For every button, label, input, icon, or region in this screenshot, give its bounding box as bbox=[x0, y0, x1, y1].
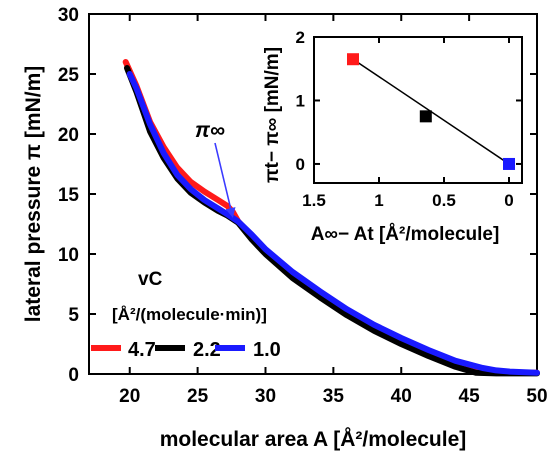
main-x-tick-label: 50 bbox=[526, 386, 547, 407]
main-x-axis-title: molecular area A [Å²/molecule] bbox=[160, 427, 467, 451]
main-x-ticks: 20 25 30 35 40 45 50 bbox=[119, 14, 548, 407]
legend-label-4-7: 4.7 bbox=[128, 339, 156, 361]
inset-chart: 1.5 1 0.5 0 0 1 2 A∞− At [Å²/molecule] πt− π∞… bbox=[262, 28, 523, 245]
legend-title: vC bbox=[138, 269, 163, 290]
main-y-tick-label: 5 bbox=[68, 305, 79, 326]
main-x-tick-label: 45 bbox=[459, 386, 481, 407]
inset-y-axis-title: πt− π∞ [mN/m] bbox=[262, 47, 283, 183]
inset-y-tick-label: 2 bbox=[296, 28, 305, 47]
inset-x-tick-label: 0.5 bbox=[432, 191, 456, 210]
legend-label-1-0: 1.0 bbox=[253, 339, 281, 361]
main-x-tick-label: 20 bbox=[119, 386, 140, 407]
inset-x-tick-label: 1 bbox=[374, 191, 383, 210]
series-line-1-0 bbox=[126, 71, 540, 376]
inset-point-1 bbox=[419, 110, 432, 123]
inset-x-ticks: 1.5 1 0.5 0 bbox=[302, 37, 514, 210]
main-y-tick-label: 10 bbox=[58, 245, 79, 266]
legend: vC [Å²/(molecule·min)] 4.7 2.2 1.0 bbox=[91, 269, 281, 361]
inset-x-tick-label: 0 bbox=[504, 191, 513, 210]
inset-point-2 bbox=[503, 157, 515, 170]
inset-series-group bbox=[347, 53, 515, 170]
main-series-group bbox=[122, 59, 540, 377]
main-x-tick-label: 40 bbox=[391, 386, 412, 407]
legend-subtitle: [Å²/(molecule·min)] bbox=[112, 305, 267, 324]
main-x-tick-label: 35 bbox=[323, 386, 345, 407]
inset-point-0 bbox=[347, 53, 359, 66]
main-y-tick-label: 15 bbox=[58, 185, 80, 206]
main-y-tick-label: 0 bbox=[68, 365, 79, 386]
main-y-tick-label: 25 bbox=[58, 65, 80, 86]
inset-y-tick-label: 1 bbox=[296, 91, 305, 110]
pi-infinity-arrow bbox=[214, 142, 236, 218]
main-y-axis-title: lateral pressure π [mN/m] bbox=[22, 66, 45, 323]
legend-entries: 4.7 2.2 1.0 bbox=[91, 339, 281, 361]
main-x-tick-label: 25 bbox=[187, 386, 209, 407]
main-x-tick-label: 30 bbox=[255, 386, 276, 407]
legend-label-2-2: 2.2 bbox=[193, 339, 221, 361]
main-y-tick-label: 20 bbox=[58, 125, 79, 146]
inset-x-tick-label: 1.5 bbox=[302, 191, 326, 210]
inset-y-tick-label: 0 bbox=[296, 155, 305, 174]
inset-y-ticks: 0 1 2 bbox=[296, 28, 522, 174]
pi-infinity-annotation: π∞ bbox=[195, 119, 225, 142]
inset-plot-frame bbox=[313, 36, 523, 184]
inset-x-axis-title: A∞− At [Å²/molecule] bbox=[311, 224, 500, 245]
main-y-tick-label: 30 bbox=[58, 5, 79, 26]
